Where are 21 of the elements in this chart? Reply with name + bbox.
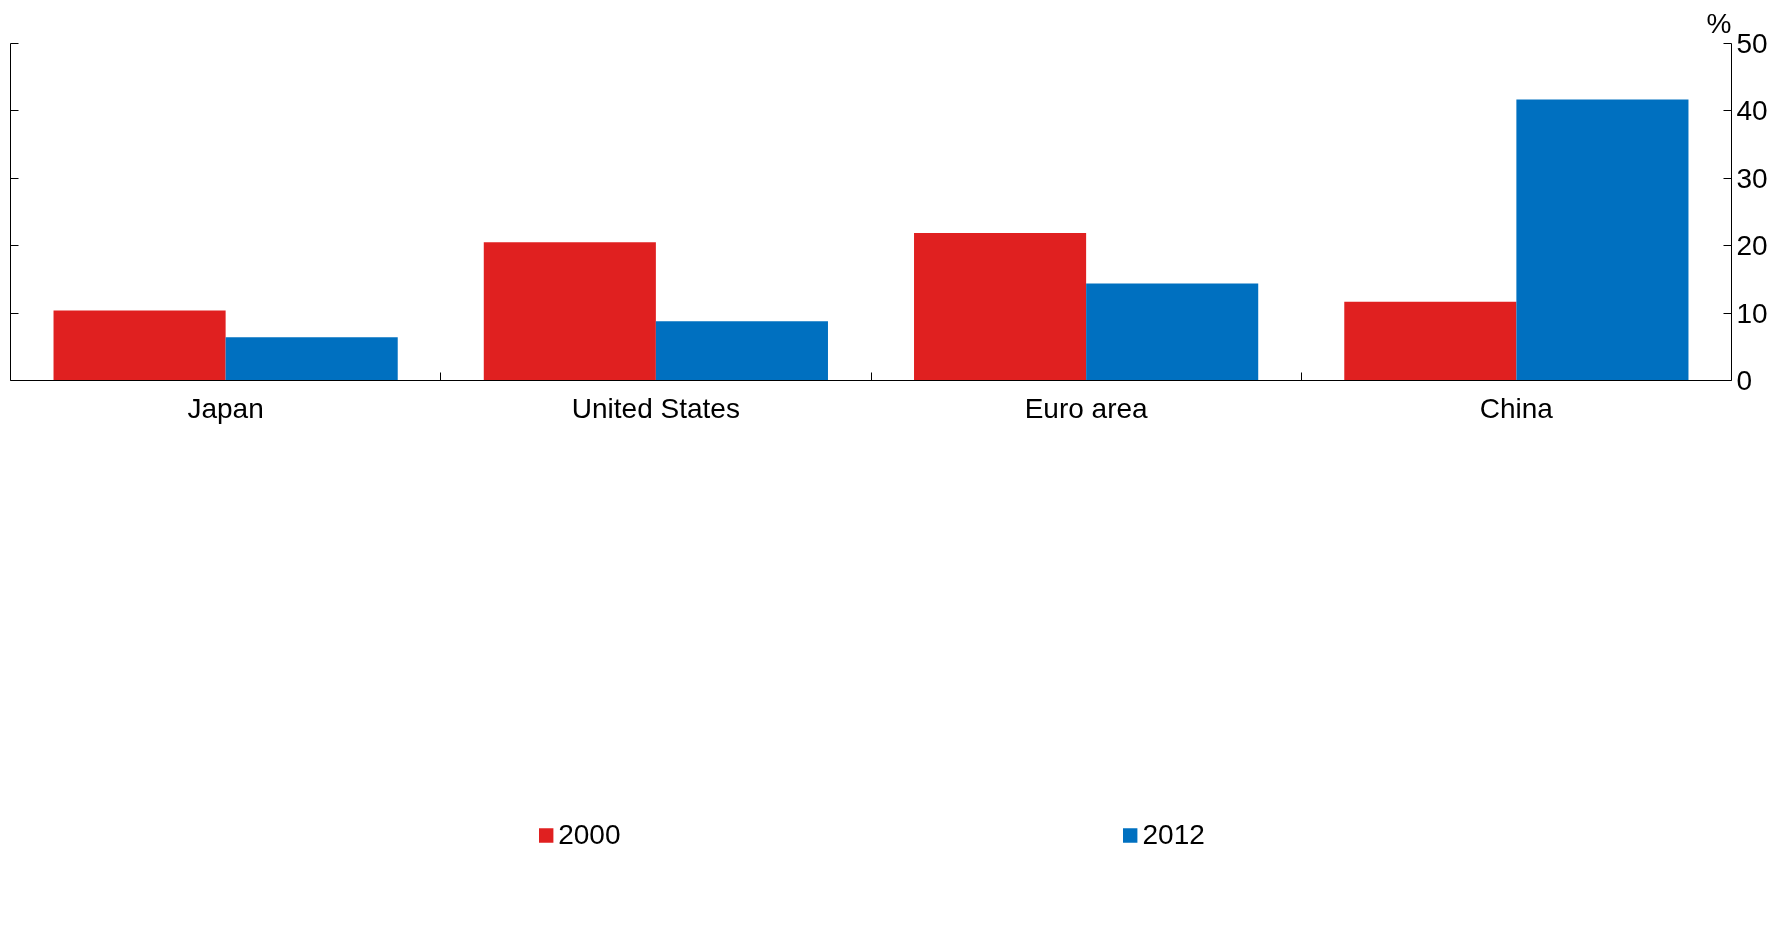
y-tick-label: 40 bbox=[1736, 95, 1768, 127]
bar bbox=[1086, 283, 1259, 381]
bar bbox=[483, 242, 656, 381]
x-tick-label: Euro area bbox=[1024, 392, 1149, 424]
y-axis-title: % bbox=[1706, 7, 1732, 39]
y-tick-label: 20 bbox=[1736, 230, 1768, 262]
y-tick-label: 30 bbox=[1736, 162, 1768, 194]
bar bbox=[914, 232, 1087, 381]
y-tick-label: 50 bbox=[1736, 28, 1768, 59]
bar bbox=[53, 310, 226, 381]
x-tick-label: China bbox=[1479, 392, 1554, 424]
x-tick-label: Japan bbox=[187, 392, 264, 424]
bar bbox=[655, 321, 828, 381]
bar bbox=[1344, 301, 1517, 381]
y-tick-label: 10 bbox=[1736, 297, 1768, 329]
y-tick-label: 0 bbox=[1736, 365, 1753, 396]
legend-label: 2000 bbox=[558, 819, 621, 852]
bar bbox=[1516, 99, 1689, 381]
x-tick-label: United States bbox=[571, 392, 740, 424]
bar bbox=[225, 337, 398, 381]
legend-label: 2012 bbox=[1142, 819, 1205, 852]
